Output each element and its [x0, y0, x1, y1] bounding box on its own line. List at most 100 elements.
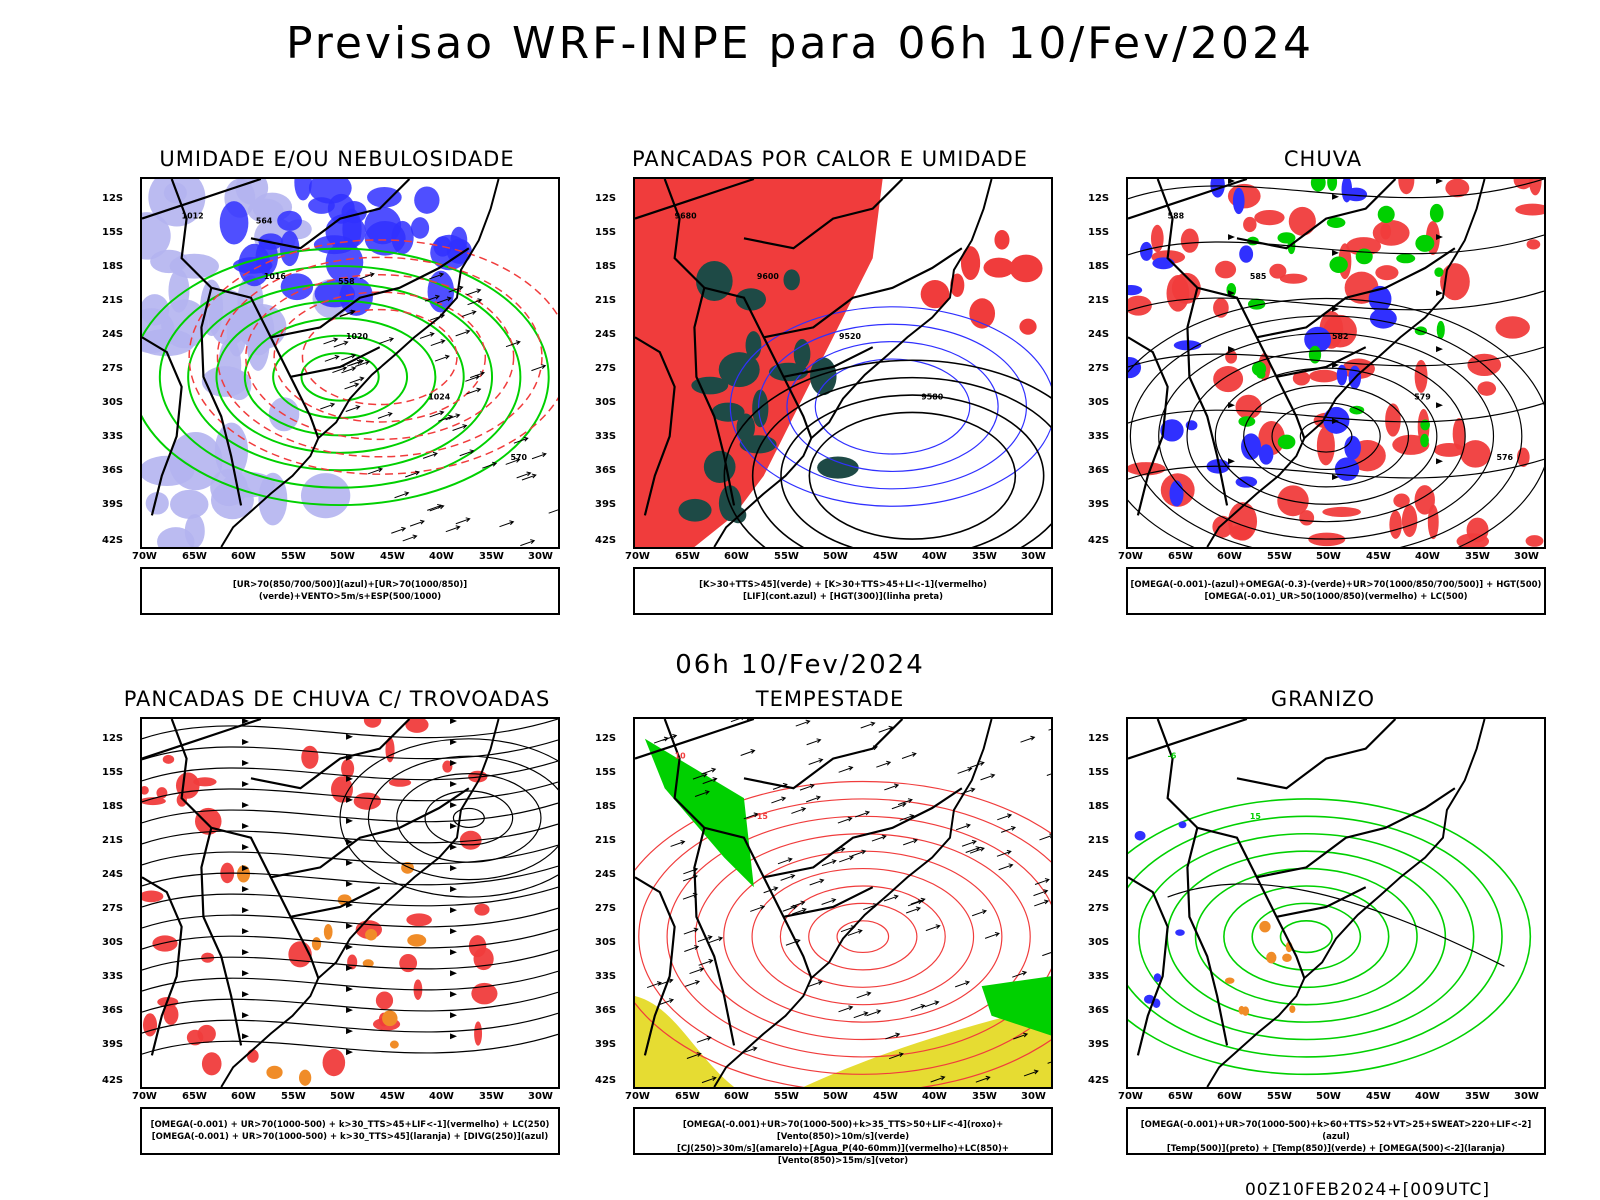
field-blob: [142, 1013, 158, 1037]
stream-arrow: [1436, 234, 1443, 241]
field-blob: [1316, 426, 1335, 466]
contour-label: -6: [1168, 752, 1177, 761]
stream-arrow: [242, 781, 249, 788]
lat-tick-label: 27S: [102, 363, 124, 374]
streamline: [1128, 346, 1544, 368]
lat-tick-label: 15S: [1088, 767, 1110, 778]
wind-vector: [905, 906, 921, 914]
field-blob: [298, 1069, 312, 1086]
field-blob: [399, 953, 418, 973]
panel-legend: [OMEGA(-0.001)+UR>70(1000-500)+k>35_TTS>…: [633, 1107, 1053, 1166]
forecast-time-subtitle: 06h 10/Fev/2024: [675, 650, 925, 680]
lat-tick-label: 30S: [102, 937, 124, 948]
lat-tick-label: 30S: [595, 397, 617, 408]
field-blob: [1445, 179, 1470, 198]
contour-line: [396, 773, 542, 863]
field-blob: [1385, 403, 1401, 437]
contour-label: 10: [675, 752, 687, 761]
wind-vector: [1023, 1069, 1039, 1077]
wind-vector: [965, 846, 981, 853]
field-blob: [1398, 179, 1415, 195]
lat-tick-label: 21S: [595, 835, 617, 846]
lat-tick-label: 12S: [595, 733, 617, 744]
contour-line: [1128, 798, 1532, 1076]
lat-tick-label: 36S: [102, 1005, 124, 1016]
stream-arrow: [450, 823, 457, 830]
lat-tick-label: 18S: [102, 261, 124, 272]
stream-arrow: [242, 991, 249, 998]
stream-arrow: [346, 923, 353, 929]
contour-line: [836, 920, 890, 954]
lat-tick-label: 18S: [102, 801, 124, 812]
panel-title: CHUVA: [1283, 147, 1363, 171]
wind-vector: [750, 905, 766, 912]
lat-tick-label: 21S: [102, 835, 124, 846]
lat-tick-label: 33S: [1088, 971, 1110, 982]
wind-vector: [345, 405, 361, 412]
field-blob: [711, 402, 745, 422]
wind-vector: [425, 294, 441, 302]
contour-line: [1271, 402, 1381, 471]
wind-vector: [448, 285, 464, 293]
wind-vector: [795, 719, 811, 727]
contour-line: [751, 867, 975, 1006]
wind-vector: [971, 909, 987, 917]
stream-arrow: [346, 986, 353, 993]
storm-panel: TEMPESTADE 10 15 12S 15S 18S 21S 24S 27S 30S 33S 36…: [585, 687, 1075, 1166]
country-border: [290, 346, 381, 378]
field-blob: [1239, 245, 1254, 263]
country-border: [743, 719, 904, 790]
field-blob: [246, 1049, 259, 1063]
legend-line: [OMEGA(-0.001) + UR>70(1000-500) + k>30_…: [151, 1132, 549, 1142]
country-border: [1256, 787, 1456, 879]
field-blob: [1241, 433, 1262, 460]
lat-tick-label: 18S: [595, 801, 617, 812]
lat-tick-label: 24S: [102, 329, 124, 340]
wind-vector: [780, 873, 796, 881]
lat-tick-label: 42S: [102, 1075, 124, 1086]
field-blob: [1369, 308, 1397, 329]
wind-vector: [333, 340, 349, 348]
field-blob: [1277, 232, 1296, 244]
stream-arrow: [346, 880, 353, 887]
lon-tick-label: 55W: [774, 551, 799, 562]
field-blob: [236, 865, 251, 883]
contour-line: [272, 334, 409, 419]
lat-tick-label: 27S: [102, 903, 124, 914]
field-blob: [1433, 443, 1465, 457]
contour-line: [301, 308, 458, 406]
field-blob: [1180, 228, 1199, 253]
lat-tick-label: 18S: [1088, 801, 1110, 812]
coastline: [713, 179, 993, 547]
stream-arrow: [346, 817, 353, 824]
field-blob: [142, 797, 166, 806]
field-blob: [1152, 257, 1175, 270]
coastline: [220, 179, 500, 547]
wind-vector: [379, 337, 395, 344]
stream-arrow: [450, 1033, 457, 1040]
wind-vector: [839, 855, 855, 863]
country-border: [663, 179, 813, 439]
country-border: [170, 179, 320, 439]
lon-tick-label: 30W: [528, 1091, 553, 1102]
field-blob: [362, 959, 374, 968]
wind-vector: [516, 471, 532, 479]
lat-tick-label: 12S: [1088, 733, 1110, 744]
page-title: Previsao WRF-INPE para 06h 10/Fev/2024: [286, 18, 1314, 69]
stream-arrow: [450, 844, 457, 851]
contour-line: [786, 341, 999, 473]
field-blob: [1243, 216, 1257, 233]
field-blob: [1322, 506, 1361, 518]
lon-tick-label: 65W: [182, 1091, 207, 1102]
field-blob: [1269, 263, 1287, 279]
streamline: [1128, 458, 1544, 480]
field-blob: [389, 1040, 399, 1049]
field-blob: [313, 235, 355, 255]
lon-tick-label: 45W: [873, 551, 898, 562]
stream-arrow: [450, 907, 457, 914]
contour-line: [694, 833, 1031, 1041]
wind-vector: [777, 857, 793, 865]
panel-title: GRANIZO: [1270, 687, 1376, 711]
wind-vector: [821, 859, 837, 867]
lat-tick-label: 15S: [595, 227, 617, 238]
